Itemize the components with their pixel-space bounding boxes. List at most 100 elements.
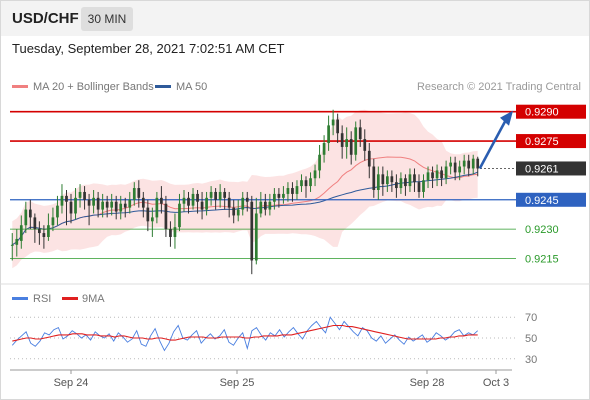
candle-body [295, 186, 299, 194]
timeframe-button[interactable]: 30 MIN [81, 7, 133, 31]
candle-body [340, 133, 344, 147]
candle-body [33, 217, 37, 230]
candle-body [431, 172, 434, 179]
candle-body [28, 209, 32, 218]
candle-body [381, 174, 385, 185]
projection-arrow-head [500, 110, 513, 126]
candle-body [223, 191, 227, 198]
candle-body [426, 172, 430, 181]
candle-body [304, 180, 308, 187]
level-label-box [516, 134, 586, 149]
candle-body [422, 180, 425, 192]
candle-body [132, 188, 136, 200]
candle-body [74, 197, 77, 214]
x-tick-label: Sep 28 [410, 377, 445, 389]
candle-body [263, 201, 267, 210]
level-label: 0.9275 [525, 136, 559, 148]
candle-body [214, 191, 217, 200]
candle-body [65, 195, 68, 202]
candle-body [241, 197, 245, 210]
candle-body [10, 244, 14, 246]
candle-body [42, 233, 46, 237]
candle-body [358, 127, 362, 140]
candle-body [196, 193, 199, 202]
level-label-box [516, 104, 586, 119]
level-label-box [516, 192, 586, 207]
rsi-tick-label: 50 [525, 333, 537, 345]
x-tick-label: Sep 24 [54, 377, 89, 389]
candle-body [105, 201, 109, 208]
candle-body [458, 166, 462, 173]
candle-body [110, 201, 114, 208]
candle-body [205, 197, 208, 210]
candle-body [367, 150, 371, 167]
candle-body [38, 229, 41, 234]
bollinger-band [12, 109, 478, 269]
candle-body [300, 180, 303, 187]
candle-body [349, 139, 353, 155]
legend-rsi-swatch [12, 297, 28, 300]
candle-body [376, 174, 380, 190]
rsi-plot: 30 50 70 [10, 312, 537, 366]
candle-body [408, 174, 412, 187]
candle-body [413, 174, 416, 183]
candle-body [268, 201, 272, 210]
candle-body [173, 227, 177, 237]
candle-body [467, 160, 471, 169]
x-axis: Sep 24 Sep 25 Sep 28 Oct 3 [54, 370, 509, 389]
chart-header: USD/CHF 30 MIN [0, 0, 590, 36]
legend-ma20-label: MA 20 + Bollinger Bands [33, 81, 154, 93]
level-label-box [516, 161, 586, 176]
candle-body [331, 119, 335, 126]
level-label: 0.9261 [525, 163, 559, 175]
candle-body [47, 225, 50, 237]
x-tick-label: Oct 3 [483, 377, 509, 389]
candle-body [336, 119, 339, 134]
candle-body [78, 191, 82, 198]
level-label: 0.9290 [525, 107, 559, 119]
candle-body [15, 238, 19, 245]
candle-body [395, 182, 398, 189]
candle-body [200, 201, 204, 210]
legend-ma50-swatch [155, 85, 171, 88]
candle-body [141, 197, 145, 208]
candle-body [245, 197, 249, 202]
candle-body [146, 207, 150, 222]
candle-body [471, 158, 475, 169]
level-label: 0.9230 [525, 224, 559, 236]
projection-arrow [478, 119, 508, 170]
candle-body [462, 160, 466, 167]
symbol-label: USD/CHF [12, 10, 79, 27]
candle-body [449, 162, 452, 167]
candle-body [151, 217, 154, 222]
candle-body [191, 193, 195, 206]
candle-body [236, 209, 240, 216]
candle-body [440, 170, 443, 179]
candle-body [232, 207, 236, 216]
candle-body [399, 178, 403, 189]
candle-body [327, 125, 330, 144]
candle-body [417, 182, 421, 192]
rsi-tick-label: 70 [525, 312, 537, 324]
candle-body [309, 178, 312, 187]
candle-body [137, 188, 141, 198]
candle-body [19, 225, 23, 241]
candle-body [92, 197, 95, 206]
candle-body [218, 191, 222, 200]
candle-body [282, 193, 285, 198]
legend-rsi-label: RSI [33, 293, 51, 305]
candle-body [155, 197, 159, 218]
candle-body [363, 139, 367, 151]
rsi-line [11, 316, 479, 352]
candle-body [83, 191, 86, 200]
candle-body [178, 203, 181, 228]
candle-body [453, 162, 457, 173]
candle-body [56, 205, 59, 218]
candle-body [476, 158, 480, 169]
candle-body [354, 127, 358, 155]
candle-body [345, 139, 349, 147]
rsi-ma-line [12, 324, 478, 342]
candle-body [390, 176, 394, 183]
legend-ma50-label: MA 50 [176, 81, 207, 93]
level-label: 0.9245 [525, 195, 559, 207]
